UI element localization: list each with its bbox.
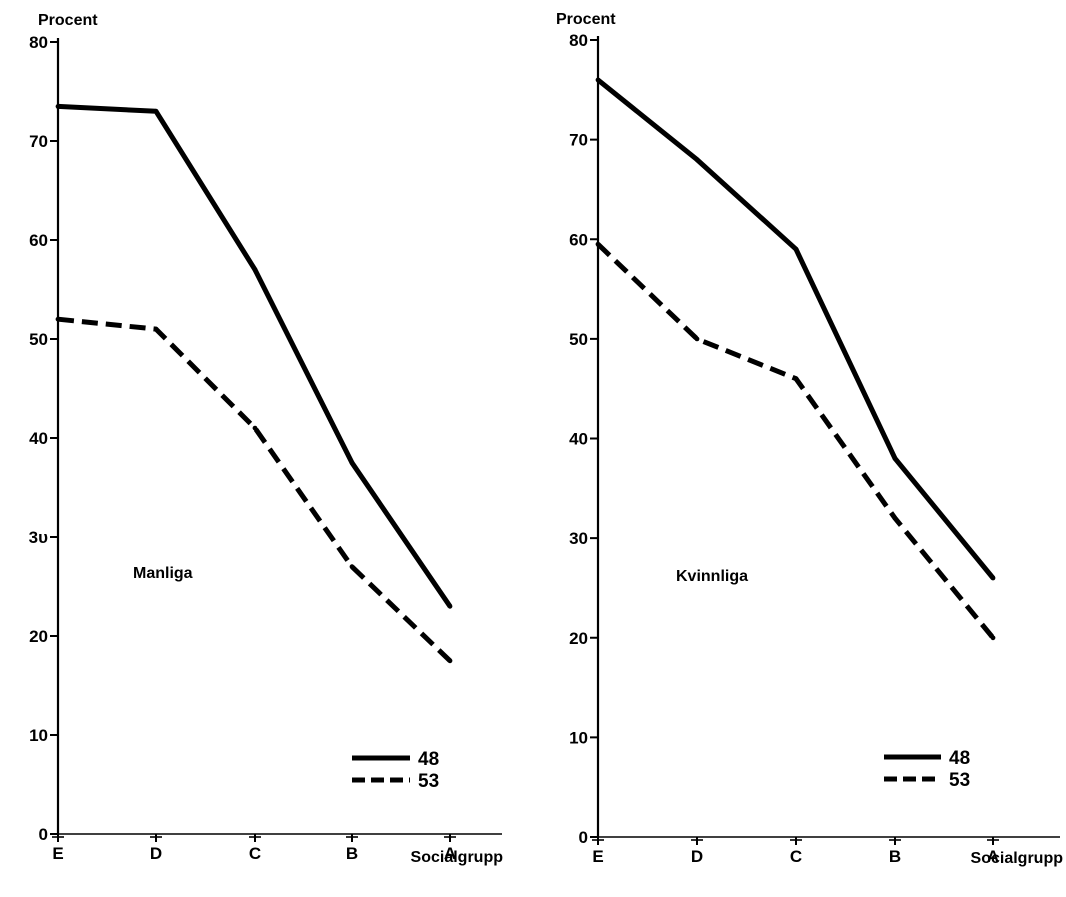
y-tick-label-60: 60 [29,231,48,250]
data-point-48-B [349,460,355,466]
data-point-53-D [153,326,159,332]
legend-label-53: 53 [418,771,439,792]
y-axis-title: Procent [38,12,98,29]
panel-annotation: Kvinnliga [676,568,748,585]
x-tick-label-B: B [346,844,358,863]
data-point-53-C [252,425,258,431]
y-tick-label-70: 70 [569,131,588,150]
x-tick-label-D: D [150,844,162,863]
x-tick-label-C: C [249,844,261,863]
series-line-48 [57,103,453,608]
y-tick-label-40: 40 [29,429,48,448]
y-tick-label-20: 20 [29,627,48,646]
data-point-48-C [793,246,799,252]
y-tick-label-80: 80 [29,33,48,52]
data-point-48-D [694,157,700,163]
data-point-53-E [55,316,61,322]
y-tick-label-80: 80 [569,31,588,50]
data-point-53-A [990,635,996,641]
x-tick-label-B: B [889,847,901,866]
y-tick-label-50: 50 [569,330,588,349]
y-tick-label-0: 0 [579,828,588,847]
data-point-48-C [252,267,258,273]
y-tick-label-70: 70 [29,132,48,151]
legend-label-48: 48 [418,749,439,770]
y-tick-label-0: 0 [39,825,48,844]
data-point-48-D [153,108,159,114]
data-point-53-A [447,658,453,664]
series-line-48 [596,77,995,580]
data-point-48-A [447,603,453,609]
y-tick-label-10: 10 [569,728,588,747]
data-point-48-B [892,456,898,461]
y-tick-label-30: 3υ [29,528,48,547]
data-point-48-A [990,575,996,581]
series-line-53 [57,316,452,663]
data-point-53-D [694,336,700,342]
y-tick-label-20: 20 [569,629,588,648]
data-point-53-C [793,376,799,382]
legend-label-53: 53 [949,770,970,791]
x-tick-label-C: C [790,847,802,866]
legend-label-48: 48 [949,748,970,769]
panel-annotation: Manliga [133,565,193,582]
chart-panel-1: 0 10 20 3υ 40 50 60 70 80 E D C B A Procent Socialgrupp… [29,12,504,866]
x-axis-title: Socialgrupp [971,850,1064,867]
data-point-48-E [55,104,61,109]
x-tick-label-A: A [444,844,456,863]
data-point-48-E [595,77,601,83]
x-axis-title: Socialgrupp [411,849,504,866]
y-axis-title: Procent [556,11,616,28]
series-line-53 [596,242,995,640]
y-tick-label-60: 60 [569,230,588,249]
data-point-53-E [595,241,601,247]
data-point-53-B [892,515,898,521]
y-tick-label-30: 30 [569,529,588,548]
y-tick-label-50: 50 [29,330,48,349]
x-tick-label-A: A [987,847,999,866]
x-tick-label-E: E [592,847,603,866]
data-point-53-B [349,564,355,570]
x-tick-label-E: E [52,844,63,863]
y-tick-label-40: 40 [569,430,588,449]
chart-panel-2: 0 10 20 30 40 50 60 70 80 E D C B A Procent Socialgrupp… [556,11,1063,867]
y-tick-label-10: 10 [29,726,48,745]
x-tick-label-D: D [691,847,703,866]
